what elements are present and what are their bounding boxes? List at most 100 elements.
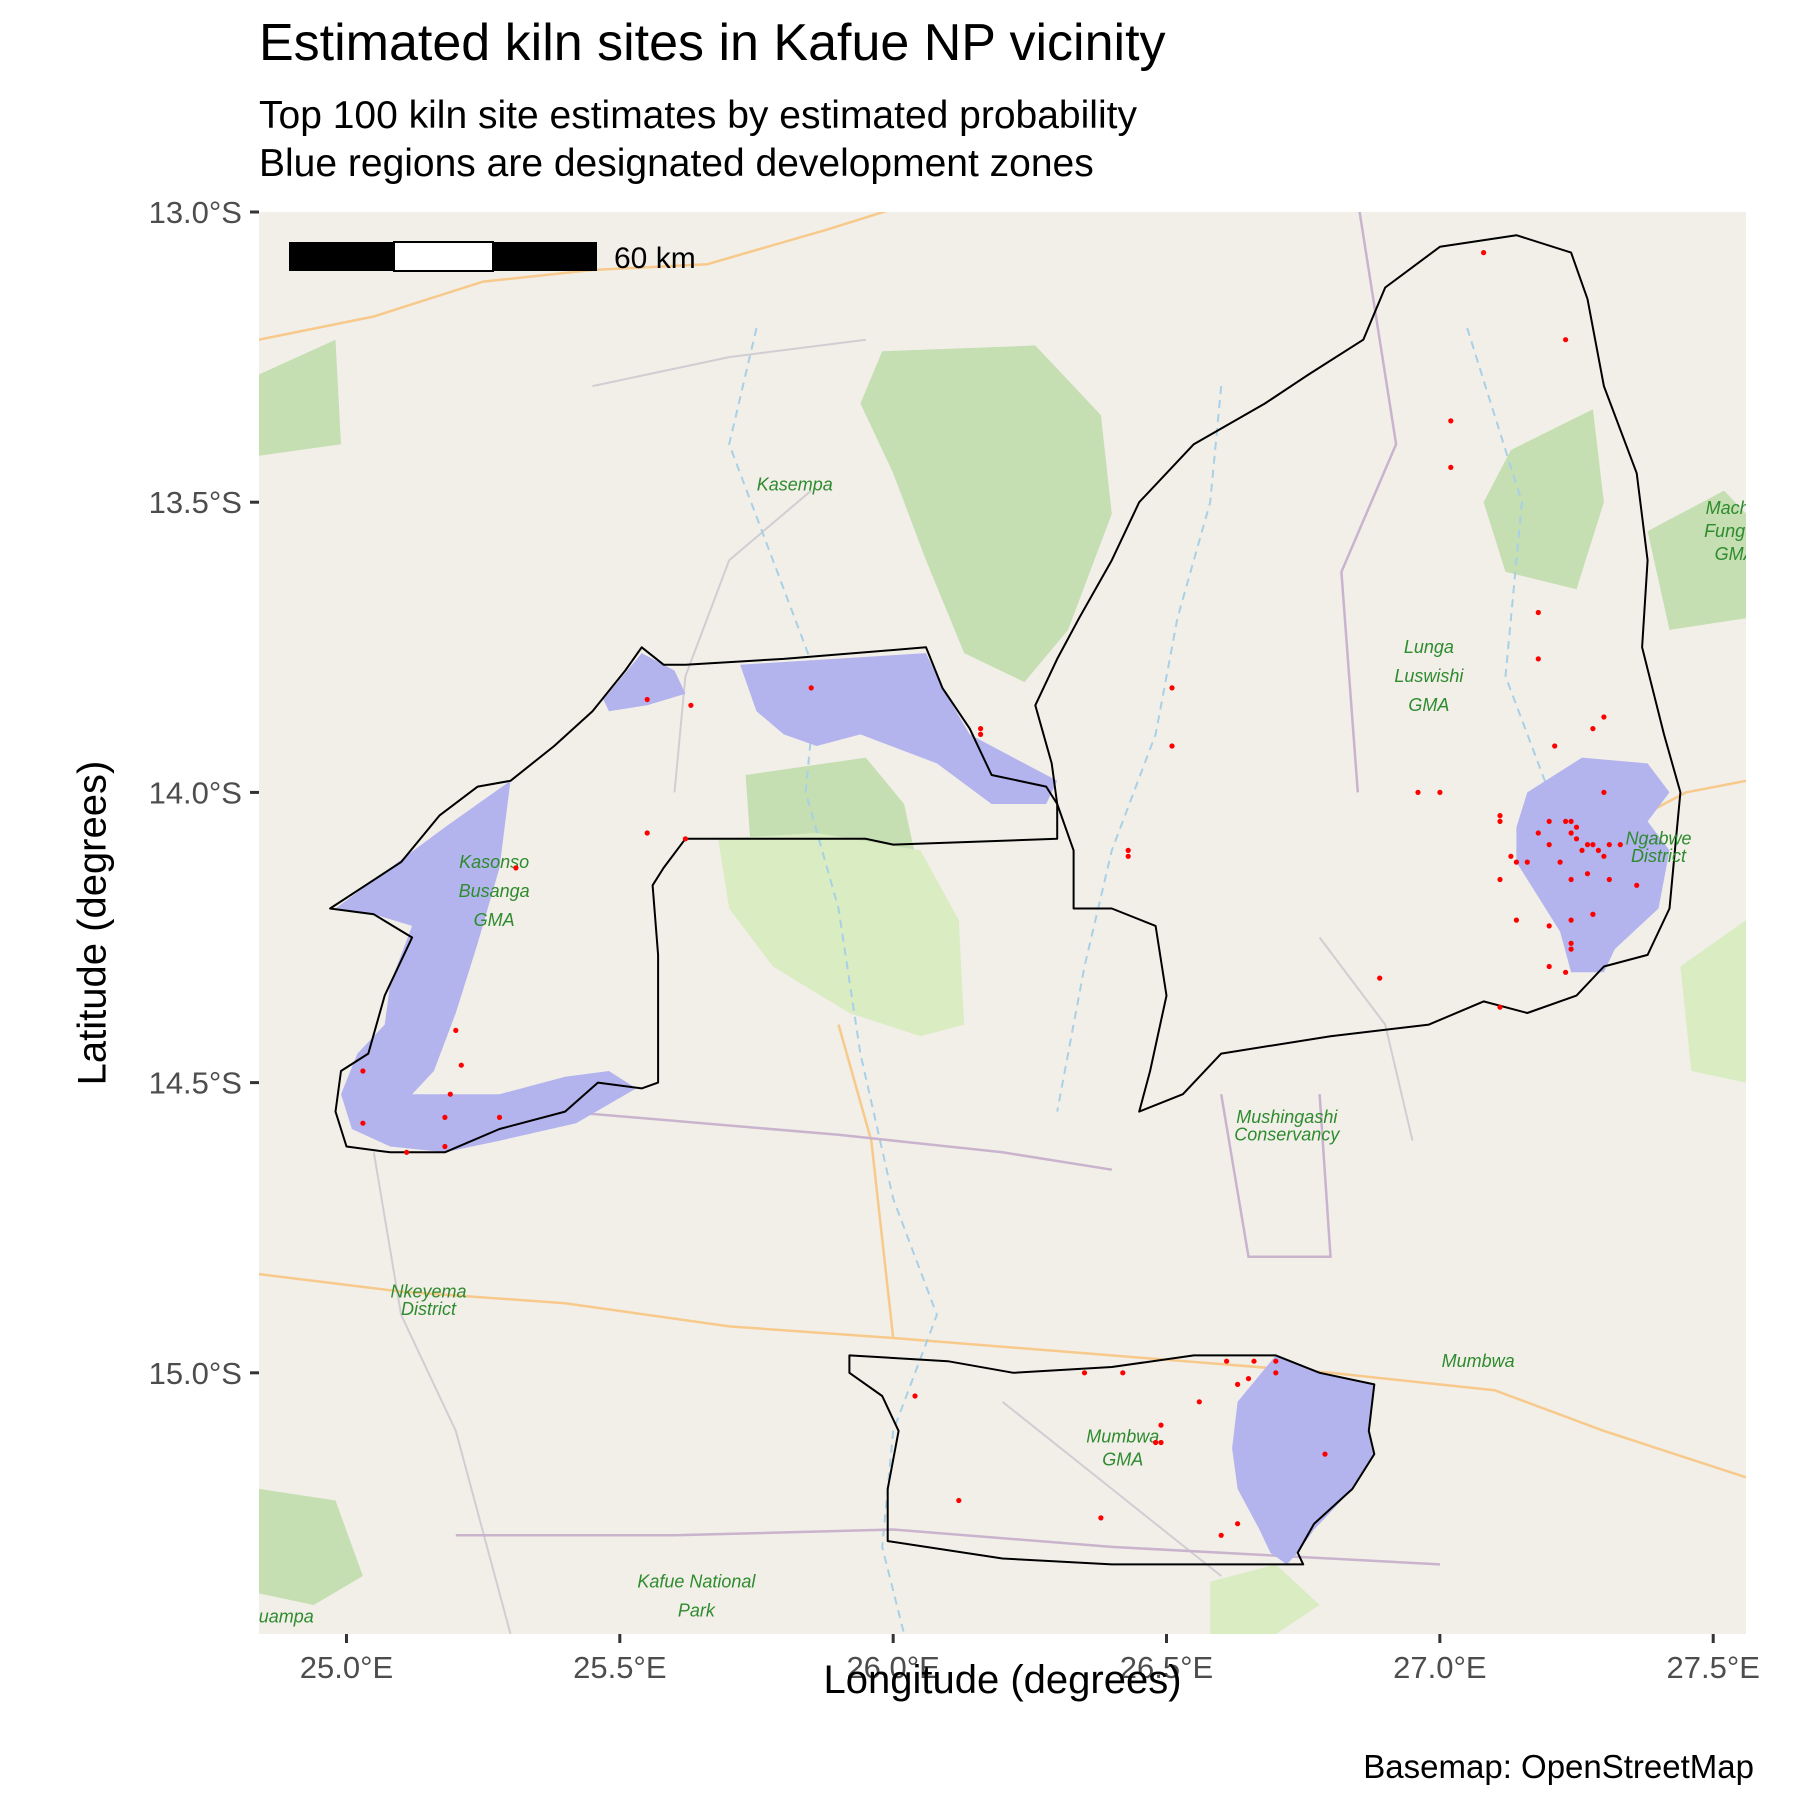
kiln-point-86	[644, 696, 650, 703]
map-label-11: District	[401, 1299, 457, 1319]
kiln-point-33	[1590, 842, 1596, 848]
kiln-point-81	[1322, 1451, 1328, 1457]
kiln-point-35	[1601, 853, 1607, 859]
y-tick-label-1: 13.0°S	[149, 195, 242, 230]
kiln-point-56	[1377, 975, 1383, 981]
kiln-point-59	[453, 1027, 459, 1033]
kiln-point-64	[496, 1114, 503, 1120]
kiln-point-67	[442, 1143, 448, 1150]
chart-subtitle: Top 100 kiln site estimates by estimated…	[259, 92, 1137, 188]
park-area-1	[718, 833, 965, 1037]
track-3	[673, 489, 812, 793]
forest-area-5	[259, 339, 341, 456]
kiln-point-79	[1158, 1439, 1164, 1446]
map-panel: Kasempa Lunga Luswishi GMA Kasonso Busanga GMA…	[259, 212, 1756, 1634]
kiln-point-85	[1218, 1532, 1224, 1538]
admin-boundary-2	[455, 1528, 1440, 1566]
scale-bar-segment-1	[289, 242, 394, 271]
admin-boundary-1	[564, 1110, 1112, 1171]
kiln-point-87	[978, 731, 984, 738]
scale-bar-segment-3	[493, 242, 597, 271]
map-label-7: GMA	[474, 910, 515, 930]
development-zone-5	[1232, 1355, 1375, 1565]
scale-bar: 60 km	[289, 241, 696, 275]
map-label-19: Machi	[1706, 498, 1755, 518]
kiln-point-24	[1546, 818, 1552, 825]
map-label-22: uampa	[259, 1606, 314, 1626]
kiln-point-49	[1568, 917, 1574, 923]
kiln-point-55	[1546, 963, 1552, 970]
kiln-point-7	[1169, 685, 1175, 691]
kiln-point-57	[1497, 1004, 1503, 1010]
map-label-21: GMA	[1715, 544, 1756, 564]
kiln-point-26	[1563, 818, 1569, 825]
map-label-13: Mumbwa	[1086, 1427, 1159, 1447]
kiln-point-12	[1552, 743, 1558, 749]
kiln-point-20	[1125, 847, 1131, 854]
forest-area-4	[259, 1488, 363, 1605]
kiln-point-13	[1590, 726, 1596, 732]
map-label-5: Kasonso	[459, 852, 529, 872]
subtitle-line-1: Top 100 kiln site estimates by estimated…	[259, 94, 1137, 137]
map-label-9: Conservancy	[1234, 1125, 1340, 1145]
development-zones-layer	[335, 653, 1670, 1565]
kiln-point-47	[1513, 917, 1519, 923]
x-tick-label-3: 26.0°E	[846, 1650, 939, 1685]
kiln-point-61	[360, 1068, 366, 1074]
kiln-point-51	[1590, 911, 1596, 917]
kiln-point-27	[1568, 818, 1574, 825]
admin-boundary-3	[1340, 212, 1398, 793]
kiln-point-37	[1508, 853, 1514, 859]
kiln-point-60	[458, 1062, 464, 1068]
kiln-point-82	[956, 1497, 962, 1504]
kiln-point-41	[1568, 876, 1574, 883]
basemap-layer	[259, 212, 1746, 1634]
map-label-18: District	[1631, 846, 1687, 866]
x-tick-label-1: 25.0°E	[300, 1650, 393, 1685]
x-axis: 25.0°E 25.5°E 26.0°E 26.5°E 27.0°E 27.5°E	[300, 1634, 1760, 1685]
map-label-2: Lunga	[1404, 637, 1454, 657]
forest-area-6	[1647, 490, 1746, 630]
kiln-point-40	[1557, 859, 1563, 865]
map-label-16: Park	[678, 1601, 716, 1621]
kiln-point-11	[1169, 743, 1175, 749]
x-axis-title: Longitude (degrees)	[823, 1658, 1182, 1702]
kiln-point-15	[1601, 789, 1607, 796]
map-label-1: Kasempa	[757, 475, 833, 495]
kiln-point-1	[1481, 250, 1487, 256]
track-2	[372, 1152, 512, 1634]
stream-1	[728, 327, 938, 1634]
kiln-point-16	[1415, 789, 1421, 796]
map-label-17: Ngabwe	[1625, 829, 1691, 849]
kiln-point-68	[1081, 1370, 1088, 1376]
kiln-point-3	[1448, 418, 1454, 424]
map-label-6: Busanga	[459, 881, 530, 901]
track-4	[1318, 936, 1414, 1141]
track-1	[592, 338, 866, 388]
gma-boundaries-layer	[329, 234, 1682, 1566]
basemap-caption: Basemap: OpenStreetMap	[1363, 1748, 1754, 1785]
gma-boundary-1	[329, 646, 1059, 1154]
kiln-point-44	[1617, 842, 1623, 848]
kiln-point-29	[1573, 824, 1580, 830]
kiln-point-46	[1497, 876, 1503, 883]
kiln-point-83	[1098, 1515, 1104, 1521]
kiln-point-10	[978, 726, 984, 732]
kiln-point-84	[1235, 1521, 1241, 1527]
y-tick-label-3: 14.0°S	[149, 775, 242, 810]
kiln-point-66	[404, 1149, 410, 1155]
map-labels-layer: Kasempa Lunga Luswishi GMA Kasonso Busanga GMA…	[259, 475, 1756, 1627]
scale-bar-segment-2	[393, 241, 494, 272]
kiln-point-22	[1497, 818, 1503, 825]
map-label-3: Luswishi	[1394, 666, 1464, 686]
y-tick-label-4: 14.5°S	[149, 1066, 242, 1101]
kiln-point-72	[1273, 1358, 1279, 1364]
kiln-point-74	[1245, 1376, 1252, 1382]
kiln-point-25	[1546, 842, 1552, 848]
kiln-point-42	[1584, 871, 1591, 877]
admin-boundary-4	[1219, 1093, 1332, 1258]
kiln-point-38	[1513, 859, 1519, 865]
kiln-points-layer	[360, 250, 1640, 1538]
kiln-point-62	[447, 1091, 453, 1097]
